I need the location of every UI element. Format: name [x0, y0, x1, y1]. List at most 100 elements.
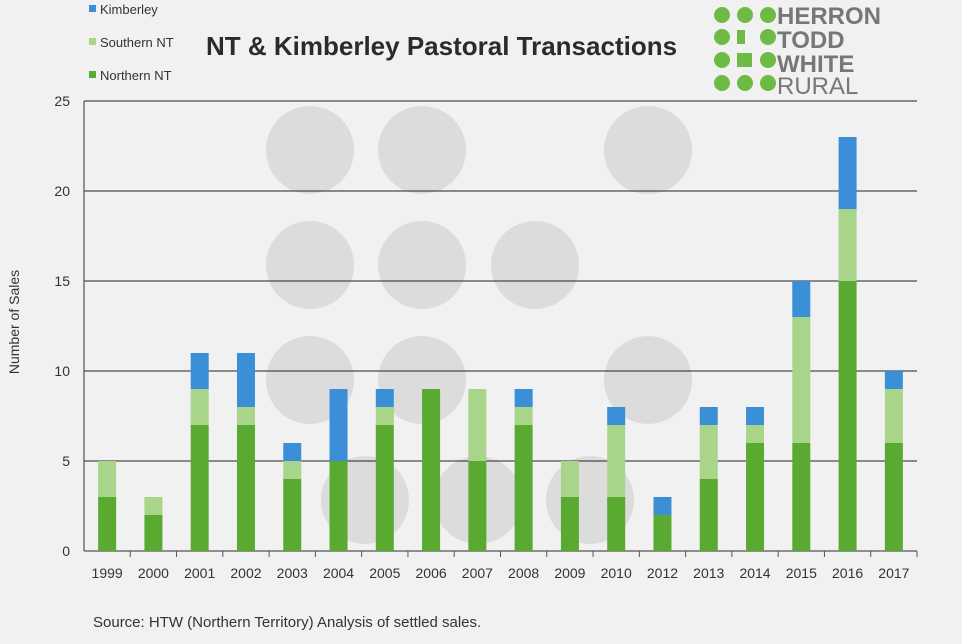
- logo-dot: [760, 29, 776, 45]
- logo-dot: [714, 29, 730, 45]
- logo-dot: [760, 52, 776, 68]
- watermark-shape: [266, 221, 354, 309]
- y-axis-ticks: 0 5 10 15 20 25: [54, 93, 70, 559]
- legend: Kimberley Southern NT Northern NT: [89, 2, 174, 83]
- y-tick-label: 20: [54, 183, 70, 199]
- bar-segment: [514, 407, 533, 425]
- x-tick-label: 2013: [693, 565, 724, 581]
- bar-segment: [375, 389, 394, 407]
- x-tick-label: 1999: [92, 565, 123, 581]
- bar-segment: [236, 425, 255, 551]
- bar-segment: [653, 497, 672, 515]
- bar-segment: [746, 443, 765, 551]
- x-tick-label: 2005: [369, 565, 400, 581]
- x-tick-label: 2002: [230, 565, 261, 581]
- bar-segment: [884, 371, 903, 389]
- bar-segment: [514, 425, 533, 551]
- watermark-shape: [378, 106, 466, 194]
- x-tick-label: 2008: [508, 565, 539, 581]
- watermark-shape: [491, 221, 579, 309]
- bar-segment: [468, 461, 487, 551]
- bar-segment: [514, 389, 533, 407]
- bar-segment: [699, 407, 718, 425]
- logo-dot: [714, 75, 730, 91]
- x-tick-label: 2015: [786, 565, 817, 581]
- bar-segment: [468, 389, 487, 461]
- bar-segment: [792, 443, 811, 551]
- bar-segment: [144, 497, 163, 515]
- bar-segment: [653, 515, 672, 551]
- bar-segment: [792, 281, 811, 317]
- bar-segment: [236, 407, 255, 425]
- y-tick-label: 0: [62, 543, 70, 559]
- x-tick-label: 2009: [554, 565, 585, 581]
- logo-dot: [714, 7, 730, 23]
- bar-segment: [98, 497, 117, 551]
- bar-segment: [699, 425, 718, 479]
- bar-segment: [144, 515, 163, 551]
- bar-segment: [607, 407, 626, 425]
- bar-segment: [838, 209, 857, 281]
- watermark-shape: [378, 221, 466, 309]
- x-tick-label: 2004: [323, 565, 354, 581]
- watermark-shape: [266, 106, 354, 194]
- logo-dot: [737, 53, 752, 67]
- x-tick-label: 2014: [739, 565, 770, 581]
- logo-dot: [737, 30, 745, 44]
- bar-segment: [283, 461, 302, 479]
- bar-segment: [746, 425, 765, 443]
- legend-swatch: [89, 38, 96, 45]
- logo-mark-icon: [714, 7, 776, 91]
- x-tick-label: 2007: [462, 565, 493, 581]
- source-note: Source: HTW (Northern Territory) Analysi…: [93, 614, 481, 631]
- x-axis-ticks: 1999 2000 2001 2002 2003 2004 2005 2006 2007 2008…: [92, 551, 918, 581]
- bar-segment: [792, 317, 811, 443]
- logo-line-3: WHITE: [777, 51, 854, 78]
- bar-segment: [190, 353, 209, 389]
- bar-segment: [560, 461, 579, 497]
- bar-segment: [560, 497, 579, 551]
- bar-segment: [375, 425, 394, 551]
- x-tick-label: 2012: [647, 565, 678, 581]
- bar-segment: [283, 443, 302, 461]
- bar-segment: [329, 461, 348, 551]
- logo-dot: [714, 52, 730, 68]
- legend-label: Southern NT: [100, 35, 174, 50]
- watermark-shape: [378, 336, 466, 424]
- bar-segment: [329, 389, 348, 461]
- bar-segment: [236, 353, 255, 407]
- x-tick-label: 2003: [277, 565, 308, 581]
- bars: [98, 137, 903, 551]
- y-tick-label: 10: [54, 363, 70, 379]
- legend-label: Northern NT: [100, 68, 172, 83]
- logo-line-1: HERRON: [777, 3, 881, 30]
- x-tick-label: 2016: [832, 565, 863, 581]
- bar-segment: [607, 425, 626, 497]
- x-tick-label: 2001: [184, 565, 215, 581]
- chart-title: NT & Kimberley Pastoral Transactions: [206, 31, 677, 61]
- x-tick-label: 2017: [878, 565, 909, 581]
- bar-segment: [190, 425, 209, 551]
- y-axis-label: Number of Sales: [6, 270, 22, 374]
- logo-dot: [737, 7, 753, 23]
- bar-segment: [746, 407, 765, 425]
- legend-label: Kimberley: [100, 2, 158, 17]
- bar-segment: [699, 479, 718, 551]
- logo-dot: [760, 7, 776, 23]
- logo-dot: [760, 75, 776, 91]
- bar-segment: [190, 389, 209, 425]
- x-tick-label: 2000: [138, 565, 169, 581]
- bar-segment: [884, 389, 903, 443]
- bar-segment: [607, 497, 626, 551]
- logo-line-2: TODD: [777, 27, 845, 54]
- legend-swatch: [89, 5, 96, 12]
- bar-segment: [422, 389, 441, 551]
- bar-segment: [884, 443, 903, 551]
- bar-segment: [98, 461, 117, 497]
- y-tick-label: 25: [54, 93, 70, 109]
- bar-segment: [838, 281, 857, 551]
- y-tick-label: 15: [54, 273, 70, 289]
- bar-segment: [838, 137, 857, 209]
